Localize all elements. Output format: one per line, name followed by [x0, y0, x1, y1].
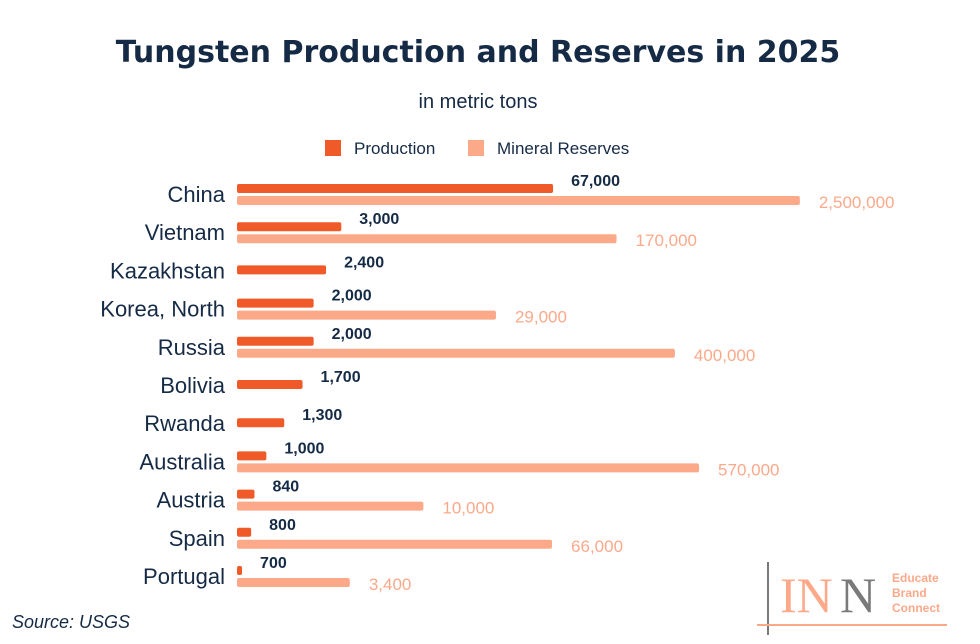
data-label-production: 1,300: [302, 407, 342, 424]
bar-production: [237, 566, 243, 575]
data-label-reserves: 570,000: [718, 460, 779, 479]
data-label-reserves: 29,000: [515, 308, 567, 327]
bar-production: [237, 265, 327, 275]
bar-production: [237, 418, 285, 428]
legend-label-reserves: Mineral Reserves: [497, 139, 629, 158]
data-label-reserves: 400,000: [694, 346, 755, 365]
bar-reserves: [237, 501, 424, 511]
data-label-reserves: 3,400: [369, 575, 412, 594]
data-label-production: 1,700: [321, 369, 361, 386]
data-label-production: 2,400: [344, 254, 384, 271]
source-note: Source: USGS: [12, 612, 130, 632]
data-label-reserves: 66,000: [571, 537, 623, 556]
bar-production: [237, 184, 554, 193]
bar-reserves: [237, 539, 553, 549]
category-label: Russia: [158, 335, 226, 360]
data-label-production: 840: [272, 479, 299, 496]
data-label-reserves: 170,000: [636, 231, 697, 250]
bar-reserves: [237, 196, 800, 205]
category-label: China: [168, 182, 226, 207]
data-label-production: 67,000: [571, 173, 620, 190]
data-label-reserves: 2,500,000: [819, 193, 895, 212]
svg-text:N: N: [840, 567, 876, 623]
data-label-production: 700: [260, 555, 287, 572]
bar-reserves: [237, 578, 350, 587]
bar-production: [237, 298, 314, 308]
inn-logo: IN N Educate Brand Connect: [757, 562, 947, 635]
category-label: Kazakhstan: [110, 258, 225, 283]
svg-text:Connect: Connect: [892, 601, 940, 615]
category-label: Australia: [139, 449, 225, 474]
data-label-production: 2,000: [332, 326, 372, 343]
category-label: Austria: [157, 488, 226, 513]
data-label-production: 800: [269, 517, 296, 534]
svg-text:Educate: Educate: [892, 571, 939, 585]
bar-production: [237, 489, 255, 499]
bar-production: [237, 527, 252, 537]
data-label-reserves: 10,000: [442, 499, 494, 518]
data-label-production: 2,000: [332, 288, 372, 305]
svg-text:IN: IN: [780, 567, 833, 623]
svg-text:Brand: Brand: [892, 586, 927, 600]
bar-production: [237, 222, 342, 232]
bar-reserves: [237, 463, 700, 473]
chart-subtitle: in metric tons: [419, 91, 538, 113]
category-label: Korea, North: [100, 297, 225, 322]
category-label: Bolivia: [160, 373, 226, 398]
data-label-production: 1,000: [284, 440, 324, 457]
legend-swatch-reserves: [468, 140, 484, 156]
data-label-production: 3,000: [359, 211, 399, 228]
category-label: Portugal: [143, 564, 225, 589]
chart-title: Tungsten Production and Reserves in 2025: [116, 35, 841, 70]
bar-reserves: [237, 348, 675, 358]
category-label: Vietnam: [145, 220, 225, 245]
legend-swatch-production: [325, 140, 341, 156]
category-label: Spain: [169, 526, 225, 551]
bar-reserves: [237, 310, 496, 320]
bar-production: [237, 336, 314, 346]
bar-production: [237, 380, 303, 389]
legend-label-production: Production: [354, 139, 435, 158]
category-label: Rwanda: [144, 411, 225, 436]
bar-reserves: [237, 234, 617, 244]
bar-production: [237, 451, 267, 461]
